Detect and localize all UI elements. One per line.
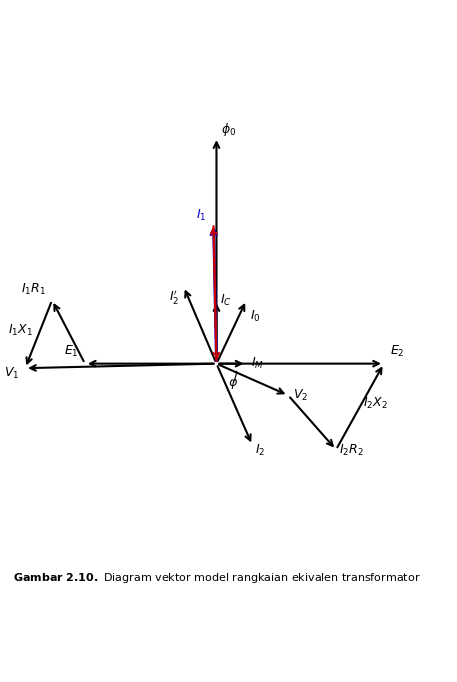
Text: $I_1R_1$: $I_1R_1$: [21, 282, 46, 297]
Text: $I_2$: $I_2$: [255, 443, 266, 458]
Text: $I_2X_2$: $I_2X_2$: [363, 396, 388, 411]
Text: $I_1$: $I_1$: [196, 208, 206, 223]
Text: $I_M$: $I_M$: [251, 356, 264, 371]
Text: $I_1X_1$: $I_1X_1$: [8, 323, 32, 338]
Text: $I_0$: $I_0$: [250, 310, 260, 325]
Text: $I_C$: $I_C$: [220, 293, 232, 308]
Text: $E_2$: $E_2$: [390, 344, 404, 359]
Text: $\phi_0$: $\phi_0$: [221, 121, 237, 138]
Text: $I_2R_2$: $I_2R_2$: [339, 443, 364, 458]
Text: $\bf{Gambar\ 2.10.}$ Diagram vektor model rangkaian ekivalen transformator: $\bf{Gambar\ 2.10.}$ Diagram vektor mode…: [13, 571, 421, 585]
Text: $E_1$: $E_1$: [64, 344, 79, 359]
Text: $\varphi$: $\varphi$: [228, 377, 239, 391]
Text: $V_1$: $V_1$: [4, 366, 19, 381]
Text: $V_2$: $V_2$: [293, 388, 308, 403]
Text: $I_2'$: $I_2'$: [169, 288, 179, 306]
